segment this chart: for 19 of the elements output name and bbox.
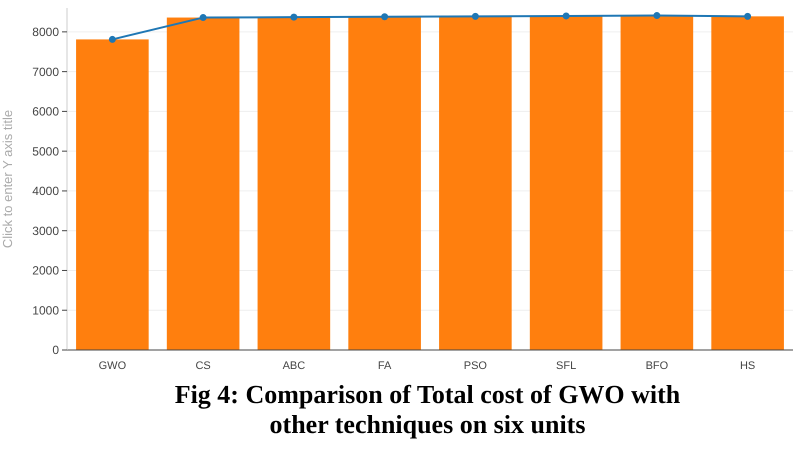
y-tick-label: 6000 <box>32 104 60 119</box>
x-tick-label: HS <box>740 360 756 372</box>
x-tick-label: ABC <box>282 360 306 372</box>
y-axis-title: Click to enter Y axis title <box>0 110 15 248</box>
x-tick-label: GWO <box>98 360 127 372</box>
y-tick-label: 7000 <box>32 64 60 79</box>
y-tick-label: 5000 <box>32 144 60 158</box>
text: Fig 4: Comparison of Total cost of GWO with other techniques on six units <box>174 380 681 439</box>
x-tick-label: FA <box>378 360 392 372</box>
y-tick-label: 1000 <box>32 303 60 318</box>
y-tick-label: 4000 <box>32 184 60 198</box>
y-tick-label: 2000 <box>32 264 60 278</box>
y-tick-label: 8000 <box>32 25 60 40</box>
x-tick-label: BFO <box>646 360 669 372</box>
y-tick-label: 3000 <box>32 224 60 238</box>
x-tick-label: CS <box>195 360 211 372</box>
x-tick-label: PSO <box>464 360 488 372</box>
y-tick-label: 0 <box>52 343 60 358</box>
x-tick-label: SFL <box>556 360 576 372</box>
